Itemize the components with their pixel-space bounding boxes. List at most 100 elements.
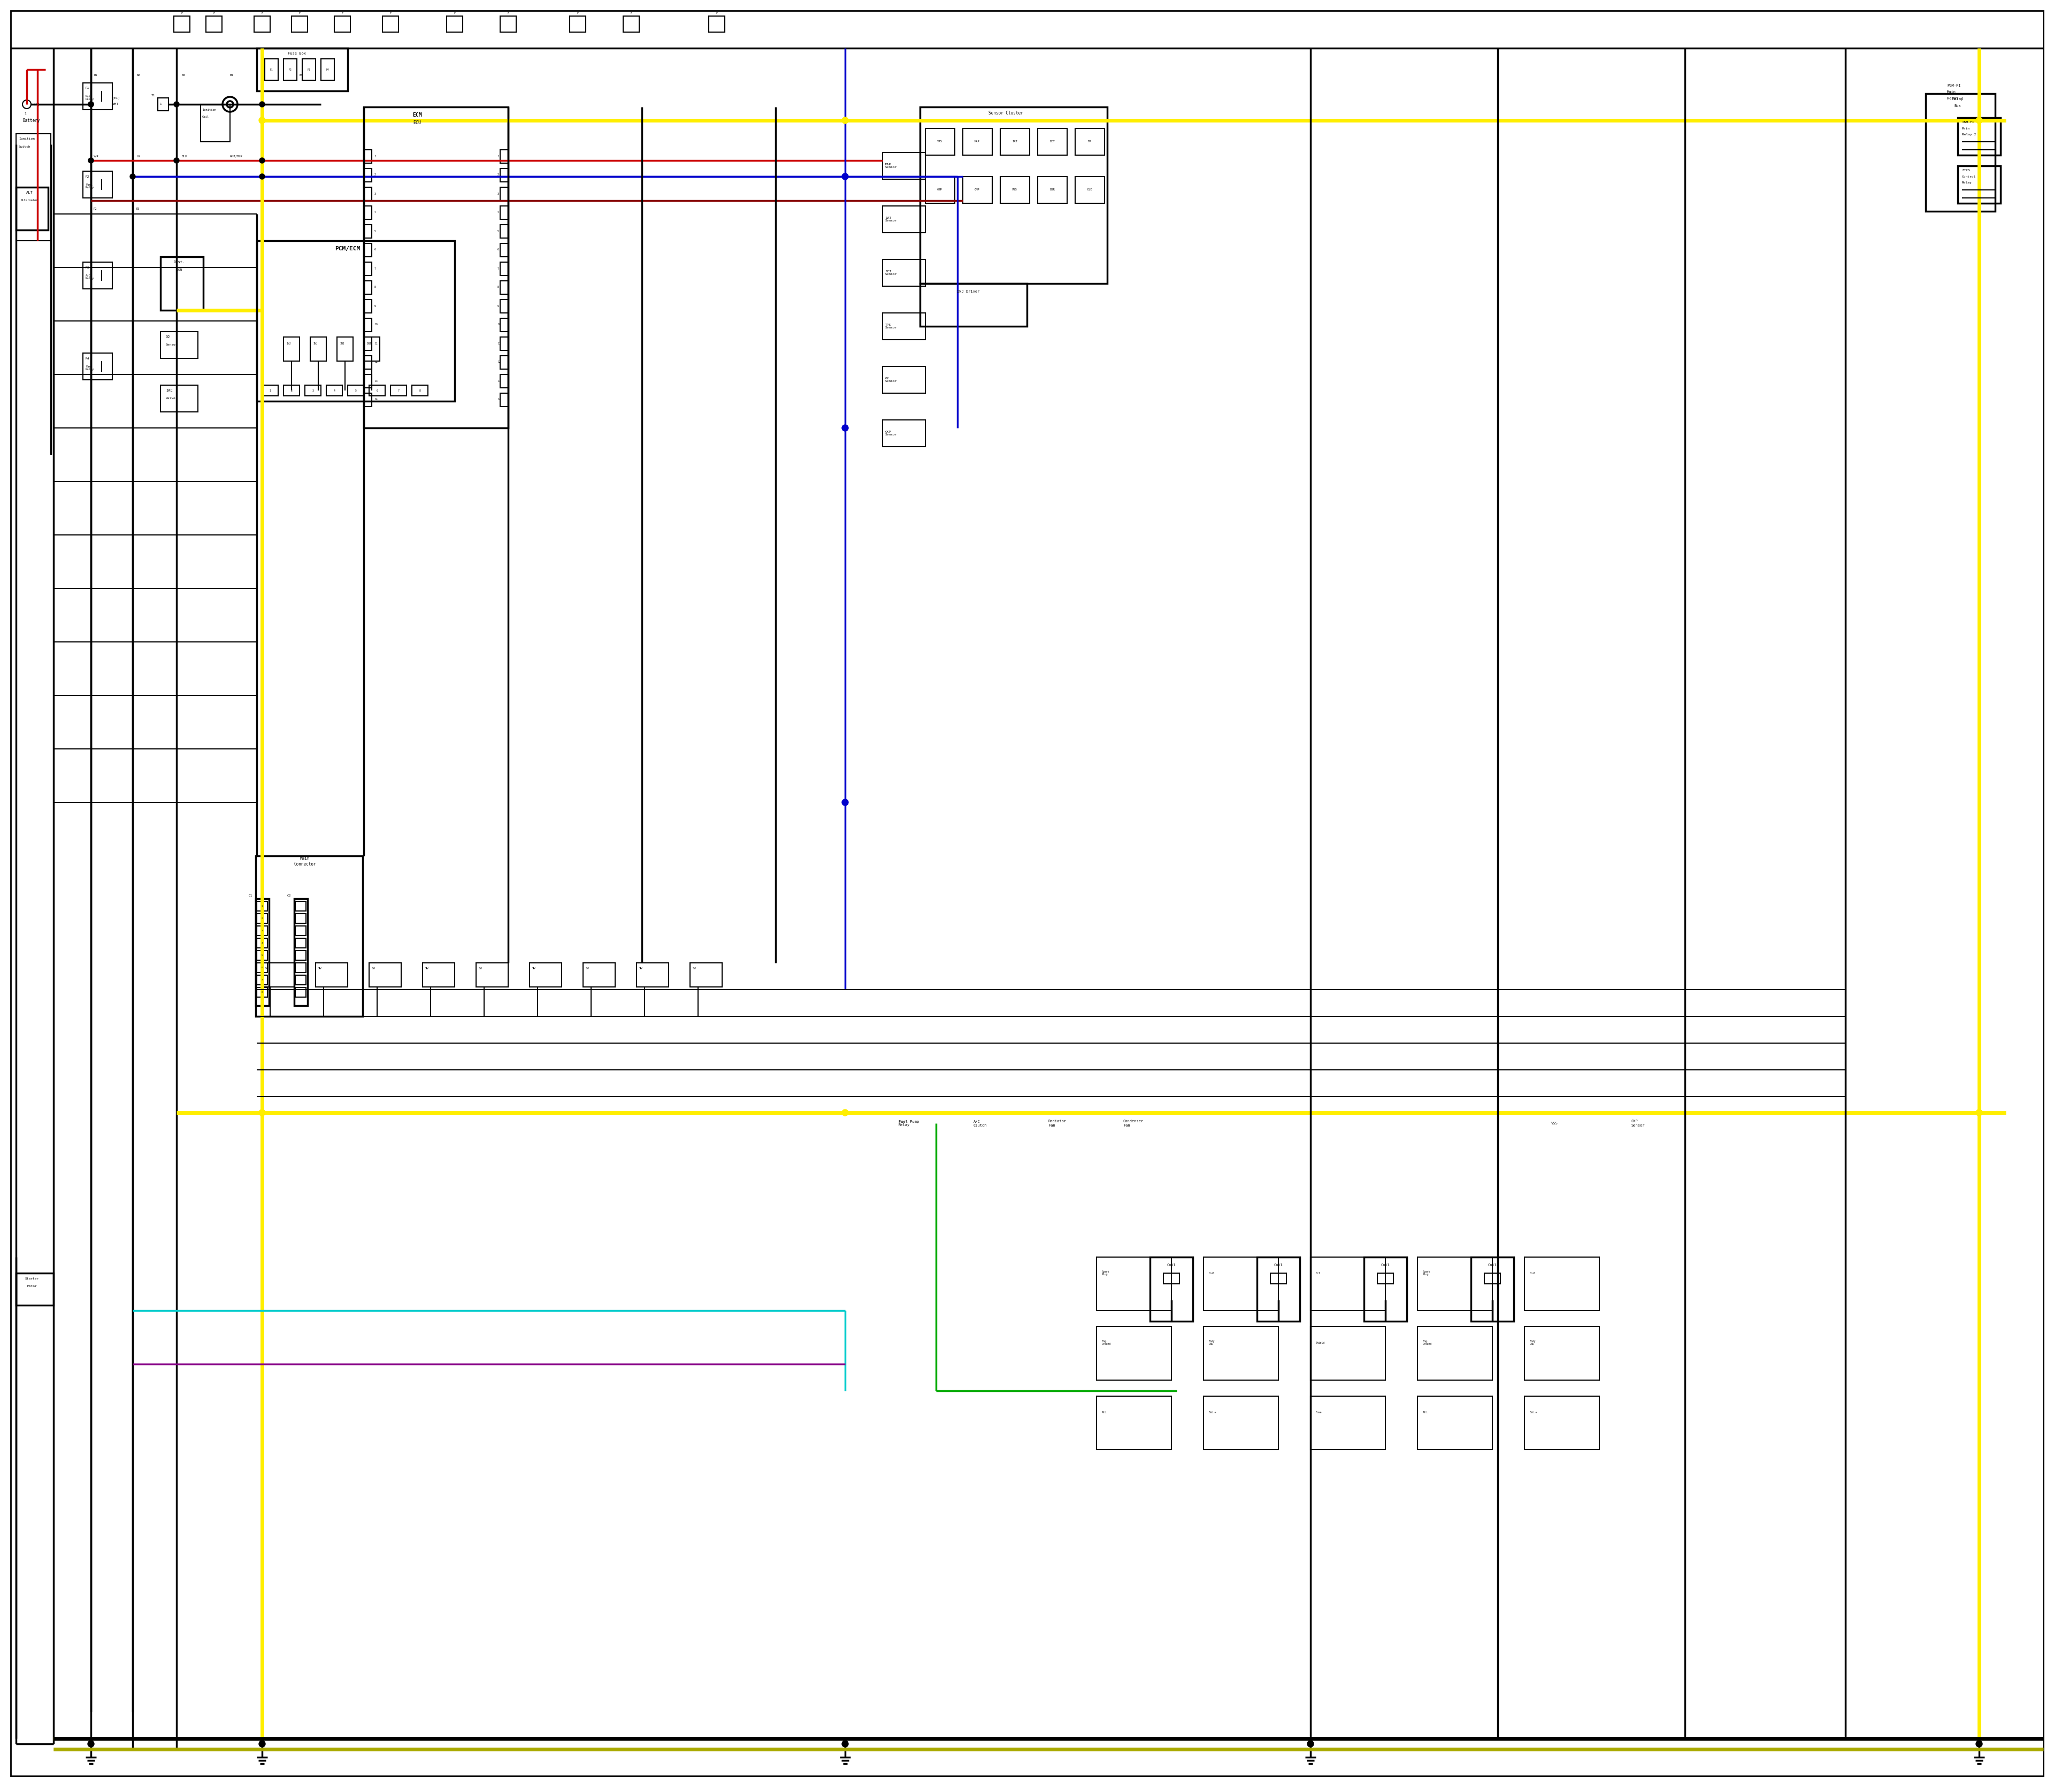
Text: WHT: WHT <box>113 102 119 106</box>
Bar <box>883 152 926 179</box>
Bar <box>1163 1272 1179 1283</box>
Text: B3: B3 <box>183 73 185 77</box>
Text: 10: 10 <box>374 323 378 326</box>
Text: LG: LG <box>136 154 140 158</box>
Circle shape <box>88 102 94 108</box>
Text: PGM-FI: PGM-FI <box>1947 84 1962 88</box>
Bar <box>883 260 926 287</box>
Bar <box>1417 1326 1493 1380</box>
Text: SW: SW <box>372 968 376 969</box>
Bar <box>257 48 347 91</box>
Circle shape <box>1976 1109 1982 1116</box>
Bar <box>364 299 372 314</box>
Bar <box>364 244 372 256</box>
Text: ELD: ELD <box>1087 188 1093 192</box>
Bar <box>963 177 992 202</box>
Bar <box>883 314 926 340</box>
Text: Bat.+: Bat.+ <box>1530 1410 1538 1414</box>
Circle shape <box>842 116 848 124</box>
Text: EGR: EGR <box>1050 188 1056 192</box>
Text: C1: C1 <box>249 894 253 898</box>
Bar <box>963 129 992 156</box>
Bar <box>327 385 343 396</box>
Text: Fan
Relay: Fan Relay <box>86 366 94 371</box>
Text: 10: 10 <box>497 323 501 326</box>
Bar <box>296 950 306 961</box>
Bar <box>302 59 316 81</box>
Bar <box>883 206 926 233</box>
Text: [EI]: [EI] <box>113 97 121 99</box>
Bar <box>413 385 427 396</box>
Bar <box>296 926 306 935</box>
Text: Alt.: Alt. <box>1101 1410 1107 1414</box>
Bar <box>499 168 507 181</box>
Bar <box>304 385 320 396</box>
Bar <box>446 16 462 32</box>
Bar <box>1957 118 2001 156</box>
Circle shape <box>259 1109 265 1116</box>
Text: Coil: Coil <box>1210 1272 1216 1274</box>
Bar <box>423 962 454 987</box>
Bar <box>160 385 197 412</box>
Bar <box>499 262 507 276</box>
Bar <box>257 962 267 973</box>
Text: C2: C2 <box>288 894 292 898</box>
Circle shape <box>88 1740 94 1747</box>
Circle shape <box>1306 1740 1315 1747</box>
Bar <box>364 151 372 163</box>
Circle shape <box>1976 116 1982 124</box>
Circle shape <box>842 799 848 806</box>
Text: T1: T1 <box>152 95 156 97</box>
Bar <box>1257 1256 1300 1321</box>
Bar <box>1000 129 1029 156</box>
Bar <box>257 950 267 961</box>
Circle shape <box>222 97 238 111</box>
Text: Coil: Coil <box>1487 1263 1497 1267</box>
Bar <box>1074 177 1105 202</box>
Text: 14: 14 <box>374 398 378 401</box>
Text: F3: F3 <box>308 68 310 72</box>
Bar <box>1524 1396 1600 1450</box>
Text: Control: Control <box>1962 176 1976 177</box>
Bar <box>499 224 507 238</box>
Circle shape <box>88 158 94 163</box>
Text: SW: SW <box>532 968 536 969</box>
Circle shape <box>259 1740 265 1747</box>
Text: Body
GND: Body GND <box>1210 1340 1216 1346</box>
Text: Coil: Coil <box>1167 1263 1177 1267</box>
Text: INJ: INJ <box>286 342 292 344</box>
Bar <box>370 385 386 396</box>
Text: Switch: Switch <box>18 145 31 149</box>
Bar <box>499 299 507 314</box>
Bar <box>499 151 507 163</box>
Text: 13: 13 <box>374 380 378 382</box>
Bar <box>1310 1256 1384 1310</box>
Bar <box>364 262 372 276</box>
Text: R4: R4 <box>86 357 90 360</box>
Text: Main
Connector: Main Connector <box>294 857 316 866</box>
Text: IAT: IAT <box>1013 140 1017 143</box>
Text: BLU: BLU <box>183 154 187 158</box>
Text: MAP: MAP <box>976 140 980 143</box>
Text: ALT: ALT <box>27 192 33 194</box>
Bar <box>637 962 670 987</box>
Bar <box>1097 1396 1171 1450</box>
Text: INJ: INJ <box>339 342 345 344</box>
Text: Spark
Plug: Spark Plug <box>1101 1271 1109 1276</box>
Bar <box>160 256 203 310</box>
Text: TP: TP <box>1089 140 1091 143</box>
Text: Main
Relay: Main Relay <box>86 95 94 100</box>
Text: DLI: DLI <box>1317 1272 1321 1274</box>
Bar <box>255 898 269 1005</box>
Bar <box>1074 129 1105 156</box>
Bar <box>283 337 300 360</box>
Circle shape <box>842 1109 848 1116</box>
Text: PCM/ECM: PCM/ECM <box>335 246 359 251</box>
Bar <box>265 59 277 81</box>
Text: SW: SW <box>479 968 483 969</box>
Bar <box>920 108 1107 283</box>
Text: CMP: CMP <box>976 188 980 192</box>
Text: Motor: Motor <box>27 1285 37 1287</box>
Text: INJ: INJ <box>312 342 318 344</box>
Text: PGM-FI: PGM-FI <box>1962 120 1974 124</box>
